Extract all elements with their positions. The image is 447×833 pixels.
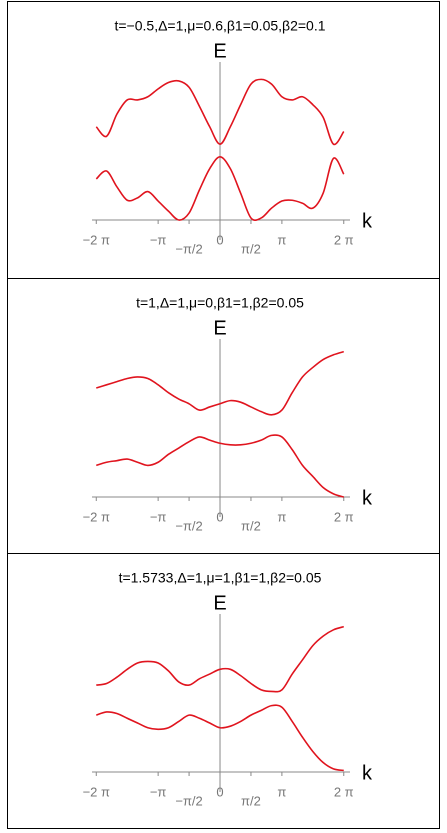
y-axis-label: E <box>213 317 226 339</box>
x-axis-label: k <box>362 487 373 509</box>
x-axis-label: k <box>362 210 373 232</box>
x-tick-label: 0 <box>216 509 223 524</box>
panel: t=1,Δ=1,μ=0,β1=1,β2=0.05 Ek −2 π −π −π/2 0 π/2… <box>83 295 373 534</box>
chart-title: t=1.5733,Δ=1,μ=1,β1=1,β2=0.05 <box>119 570 322 586</box>
x-tick-label: 2 π <box>334 232 354 247</box>
x-tick-label: 0 <box>216 232 223 247</box>
x-tick-label: −π <box>150 784 167 799</box>
y-axis-label: E <box>213 592 226 614</box>
x-tick-label: 2 π <box>334 784 354 799</box>
x-tick-label: −2 π <box>83 509 110 524</box>
x-tick-label: 2 π <box>334 509 354 524</box>
panel: t=−0.5,Δ=1,μ=0.6,β1=0.05,β2=0.1 Ek −2 π −π−… <box>83 18 373 257</box>
band-curve <box>96 434 344 498</box>
band-curve <box>95 78 345 146</box>
x-tick-label: π/2 <box>241 241 261 256</box>
y-axis-label: E <box>213 40 226 62</box>
band-curve <box>96 625 344 693</box>
x-tick-label: −2 π <box>83 232 110 247</box>
chart-title: t=−0.5,Δ=1,μ=0.6,β1=0.05,β2=0.1 <box>114 18 325 34</box>
x-tick-label: −π/2 <box>175 518 202 533</box>
band-curve <box>96 350 344 416</box>
x-tick-label: π <box>277 232 286 247</box>
x-tick-label: −π/2 <box>175 241 202 256</box>
x-tick-label: π/2 <box>241 518 261 533</box>
x-axis-label: k <box>362 762 373 784</box>
x-tick-label: −π <box>150 509 167 524</box>
x-tick-label: π <box>277 784 286 799</box>
panel-border <box>7 553 440 829</box>
x-tick-label: −π/2 <box>175 793 202 808</box>
x-tick-label: −2 π <box>83 784 110 799</box>
x-tick-label: −π <box>150 232 167 247</box>
band-curve <box>96 704 344 772</box>
x-tick-label: π <box>277 509 286 524</box>
x-tick-label: 0 <box>216 784 223 799</box>
band-curve <box>95 155 345 221</box>
panel: t=1.5733,Δ=1,μ=1,β1=1,β2=0.05 Ek −2 π −π −π/… <box>83 570 373 809</box>
chart-title: t=1,Δ=1,μ=0,β1=1,β2=0.05 <box>136 295 304 311</box>
x-tick-label: π/2 <box>241 793 261 808</box>
